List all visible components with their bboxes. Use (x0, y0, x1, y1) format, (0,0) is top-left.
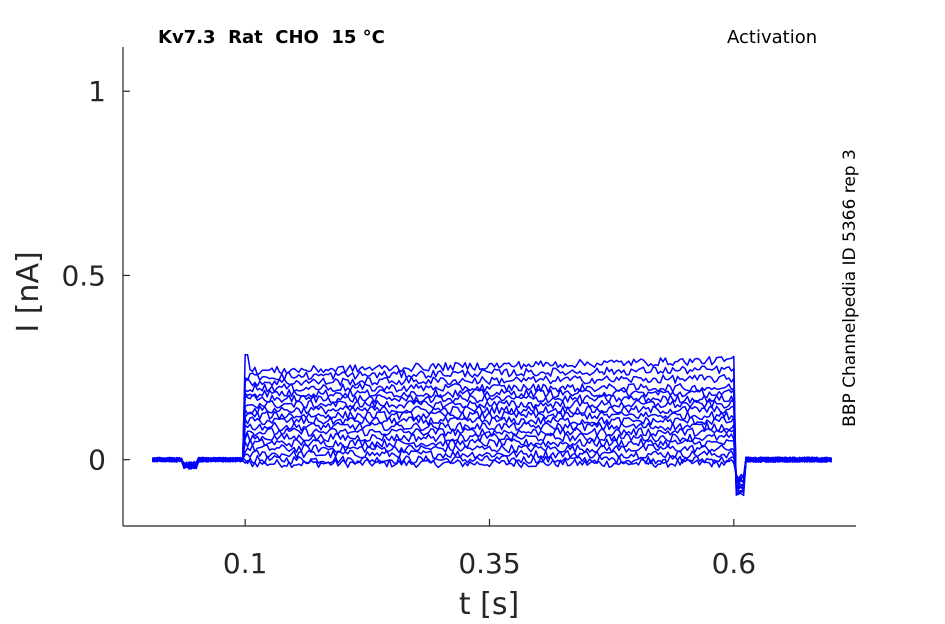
current-trace (151, 427, 832, 486)
y-axis-ticks: 00.51 (61, 75, 130, 477)
current-trace (152, 421, 833, 485)
current-trace (151, 353, 832, 497)
y-tick-label: 0.5 (61, 259, 106, 292)
trace-group (151, 353, 833, 497)
current-trace (151, 388, 833, 490)
current-trace (152, 449, 833, 481)
y-tick-label: 0 (88, 444, 106, 477)
x-tick-label: 0.6 (712, 547, 757, 580)
current-trace (151, 454, 832, 481)
x-axis-label: t [s] (459, 587, 519, 622)
y-tick-label: 1 (88, 75, 106, 108)
x-tick-label: 0.35 (458, 547, 520, 580)
current-trace (152, 399, 832, 491)
current-trace (151, 394, 832, 491)
x-tick-label: 0.1 (223, 547, 268, 580)
current-trace (152, 373, 833, 494)
chart-title: Kv7.3 Rat CHO 15 °C (158, 27, 385, 48)
x-axis-ticks: 0.1 0.35 0.6 (223, 519, 756, 580)
protocol-label: Activation (727, 27, 818, 48)
current-trace (152, 383, 832, 492)
current-trace (152, 405, 833, 490)
current-trace (151, 438, 832, 484)
current-trace (151, 365, 832, 496)
current-trace (152, 410, 832, 490)
y-axis-label: I [nA] (11, 251, 46, 332)
